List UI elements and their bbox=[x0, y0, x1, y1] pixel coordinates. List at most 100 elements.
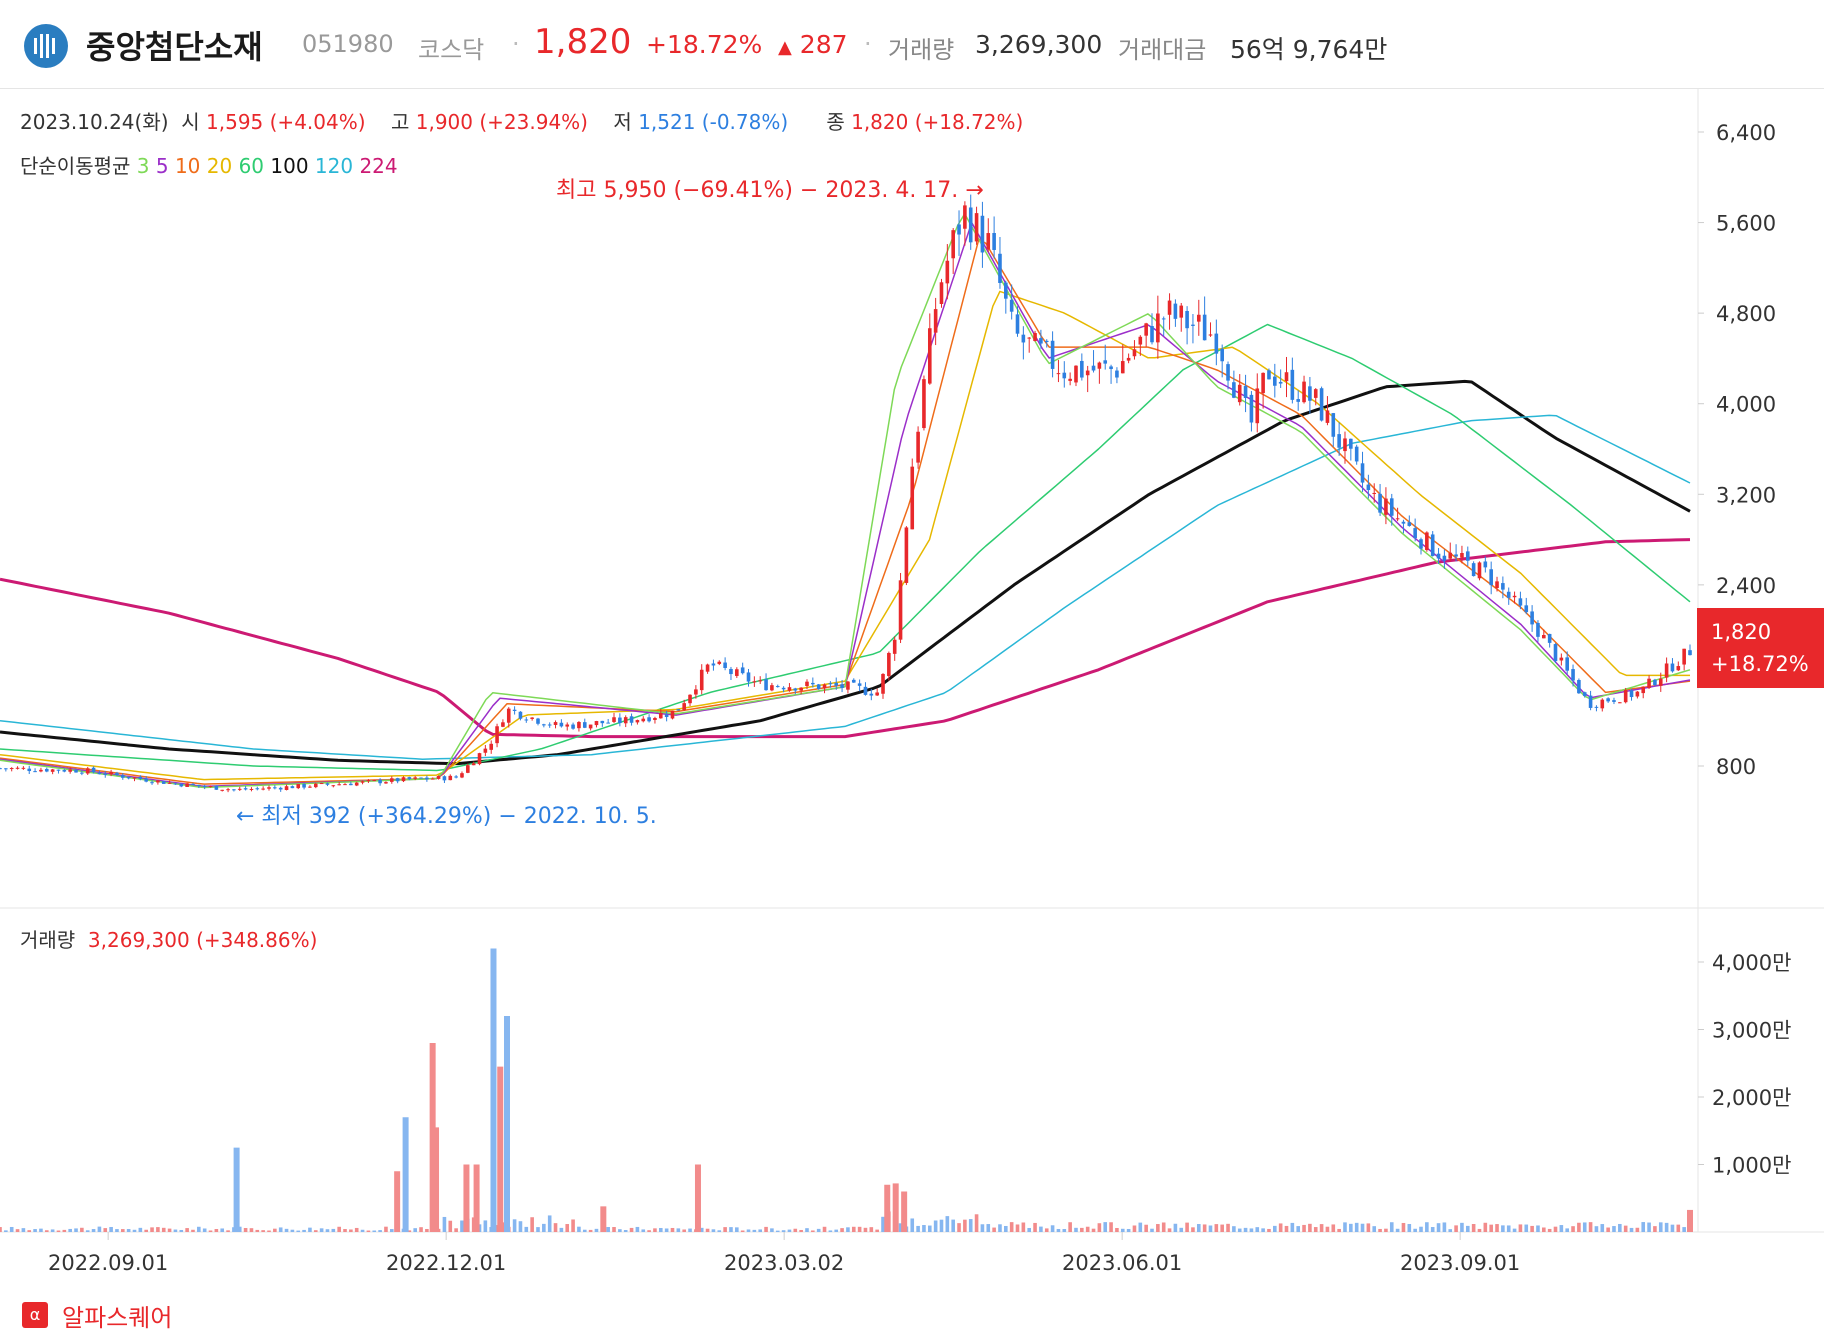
ma-legend-item-20[interactable]: 20 bbox=[200, 154, 233, 178]
ma-legend-item-10[interactable]: 10 bbox=[168, 154, 201, 178]
candle-down bbox=[1436, 553, 1441, 559]
candle-down bbox=[1454, 554, 1458, 557]
candle-up bbox=[460, 773, 464, 778]
candle-down bbox=[1039, 338, 1043, 344]
volume-bar bbox=[442, 1216, 447, 1232]
high-annotation: 최고 5,950 (−69.41%) − 2023. 4. 17. → bbox=[556, 178, 984, 203]
high-value: 1,900 (+23.94%) bbox=[415, 110, 588, 134]
ma-legend-item-60[interactable]: 60 bbox=[232, 154, 265, 178]
volume-bar bbox=[337, 1226, 341, 1232]
candle-down bbox=[559, 722, 564, 727]
candle-down bbox=[1524, 605, 1529, 613]
candle-up bbox=[1126, 357, 1131, 361]
volume-bar bbox=[1249, 1228, 1254, 1232]
candle-down bbox=[1401, 521, 1406, 524]
amount-value: 56억 9,764만 bbox=[1230, 35, 1388, 64]
candle-up bbox=[735, 669, 739, 676]
candle-down bbox=[1501, 583, 1505, 590]
candle-up bbox=[1033, 333, 1037, 342]
ma-legend-item-120[interactable]: 120 bbox=[308, 154, 354, 178]
candle-down bbox=[1419, 539, 1423, 549]
volume-bar bbox=[1156, 1224, 1160, 1232]
candle-up bbox=[752, 681, 757, 683]
volume-spike-bar bbox=[473, 1164, 480, 1232]
candle-down bbox=[1547, 633, 1552, 643]
change-amount-value: 287 bbox=[799, 30, 848, 59]
candle-up bbox=[1097, 362, 1102, 369]
volume-value: 3,269,300 bbox=[975, 30, 1103, 59]
volume-bar bbox=[530, 1217, 534, 1232]
volume-bar bbox=[1623, 1225, 1628, 1232]
candle-down bbox=[1378, 493, 1382, 513]
ma-legend-item-100[interactable]: 100 bbox=[264, 154, 309, 178]
volume-bar bbox=[1120, 1228, 1125, 1232]
volume-bar bbox=[202, 1228, 207, 1232]
candle-up bbox=[413, 777, 417, 779]
volume-bar bbox=[1319, 1224, 1324, 1232]
price-tick-label: 4,800 bbox=[1716, 302, 1776, 326]
candle-up bbox=[466, 765, 470, 773]
volume-bar bbox=[805, 1228, 809, 1232]
volume-bar bbox=[518, 1221, 523, 1232]
volume-bar bbox=[1448, 1229, 1453, 1232]
candle-up bbox=[1196, 314, 1201, 322]
candle-down bbox=[1536, 622, 1540, 637]
candle-up bbox=[337, 784, 341, 786]
volume-spike-bar bbox=[429, 1043, 436, 1232]
volume-bar bbox=[968, 1219, 973, 1232]
candle-up bbox=[1477, 562, 1482, 579]
volume-bar bbox=[1495, 1224, 1499, 1232]
candle-down bbox=[840, 684, 844, 688]
volume-bar bbox=[1337, 1228, 1341, 1232]
candle-up bbox=[9, 768, 14, 770]
candle-down bbox=[273, 787, 277, 789]
stock-code: 051980 bbox=[302, 30, 394, 58]
candle-down bbox=[857, 683, 862, 686]
watermark-text: 알파스퀘어 bbox=[62, 1304, 173, 1332]
candle-up bbox=[354, 782, 359, 786]
candle-down bbox=[512, 709, 517, 711]
candle-down bbox=[1062, 372, 1067, 379]
candle-down bbox=[1009, 299, 1014, 312]
candle-down bbox=[582, 722, 587, 728]
candle-up bbox=[1448, 552, 1453, 559]
volume-bar bbox=[50, 1229, 55, 1232]
ma-legend-items: 3 5 10 20 60 100 120 224 bbox=[137, 154, 398, 178]
volume-bar bbox=[454, 1228, 458, 1232]
volume-bar bbox=[699, 1227, 704, 1232]
volume-bar bbox=[1150, 1228, 1154, 1232]
candle-down bbox=[1337, 434, 1341, 448]
ma-legend-item-5[interactable]: 5 bbox=[149, 154, 169, 178]
volume-bar bbox=[998, 1224, 1002, 1232]
price-tick-label: 2,400 bbox=[1716, 574, 1776, 598]
volume-bar bbox=[237, 1226, 242, 1232]
volume-tick-label: 2,000만 bbox=[1712, 1086, 1791, 1110]
candle-down bbox=[1612, 700, 1616, 702]
candle-down bbox=[1389, 498, 1394, 516]
volume-bar bbox=[296, 1230, 301, 1232]
volume-bar bbox=[1044, 1228, 1049, 1232]
volume-bar bbox=[735, 1227, 739, 1232]
volume-bar bbox=[1407, 1224, 1412, 1232]
volume-bar bbox=[1349, 1223, 1353, 1232]
candle-up bbox=[1425, 532, 1429, 551]
candle-down bbox=[1202, 314, 1207, 341]
candle-up bbox=[945, 260, 950, 284]
volume-bar bbox=[1629, 1227, 1634, 1232]
candle-up bbox=[308, 786, 312, 788]
candle-down bbox=[547, 724, 552, 726]
volume-bar bbox=[1273, 1225, 1277, 1232]
candle-up bbox=[506, 708, 511, 723]
candle-down bbox=[1465, 551, 1470, 561]
volume-bar bbox=[536, 1227, 540, 1232]
candle-down bbox=[1109, 366, 1113, 370]
volume-bar bbox=[360, 1229, 365, 1232]
candle-up bbox=[1664, 663, 1669, 678]
candle-down bbox=[232, 789, 236, 791]
ma-legend-item-3[interactable]: 3 bbox=[136, 154, 150, 178]
ma-legend-item-224[interactable]: 224 bbox=[353, 154, 398, 178]
volume-bar bbox=[249, 1228, 254, 1232]
volume-bar bbox=[483, 1220, 488, 1232]
candle-up bbox=[313, 783, 318, 788]
